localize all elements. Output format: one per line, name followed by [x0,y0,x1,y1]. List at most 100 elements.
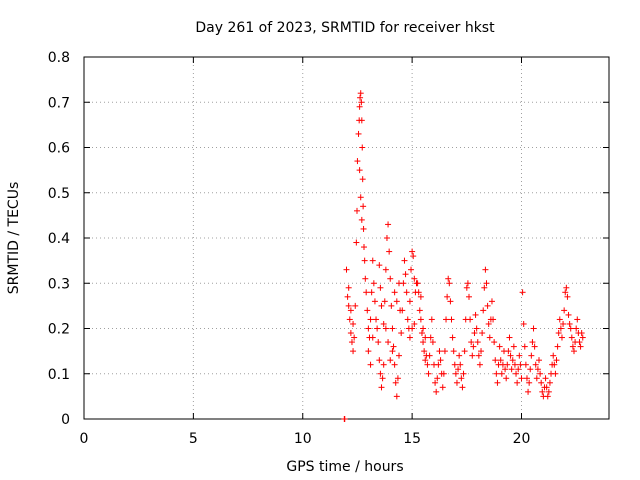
data-point [382,325,389,332]
data-point [505,348,512,355]
data-point [510,343,517,350]
data-point [553,357,560,364]
data-point [426,352,433,359]
y-tick-label: 0.3 [48,276,70,292]
data-point [354,207,360,214]
data-point [516,352,523,359]
data-point [554,343,561,350]
y-axis-title: SRMTID / TECUs [6,182,22,295]
data-point [443,316,450,323]
data-point [562,289,569,296]
plot-frame [83,56,610,420]
data-point [344,293,351,300]
x-tick-label: 20 [513,431,531,447]
data-point [444,293,451,300]
data-point [363,289,370,296]
data-point [458,375,465,382]
data-point [460,370,467,377]
data-point [437,357,444,364]
data-point [354,158,361,165]
data-point [532,361,539,368]
data-point [348,339,355,346]
data-point [425,370,432,377]
data-point [461,348,468,355]
data-point [449,334,456,341]
data-point [542,375,549,382]
data-point [364,307,371,314]
data-point [428,316,435,323]
data-point [526,379,533,386]
data-point [387,357,394,364]
data-point [370,280,377,287]
data-point [483,280,490,287]
data-point [358,216,365,223]
y-tick-label: 0.4 [48,231,70,247]
data-point [566,320,573,327]
chart-title: Day 261 of 2023, SRMTID for receiver hks… [195,20,495,36]
data-point [433,388,440,395]
data-point [422,357,429,364]
data-point [360,225,367,232]
y-tick-label: 0.7 [48,95,70,111]
data-point [564,293,571,300]
data-point [422,334,429,341]
data-point [424,361,431,368]
data-point [357,90,364,97]
data-point [511,361,518,368]
data-point [482,266,489,273]
data-point [396,352,402,359]
data-point [539,388,546,395]
data-point [440,370,447,377]
data-point [341,416,348,422]
y-tick-label: 0.6 [48,141,70,157]
data-point [394,375,401,382]
data-point [414,280,421,287]
data-point [410,253,417,260]
data-point [543,384,550,391]
data-point [481,284,488,291]
data-point [374,325,381,332]
data-point [451,361,458,368]
data-point [497,357,504,364]
data-point [365,348,372,355]
data-point [545,388,552,395]
data-point [467,316,474,323]
data-point [527,366,534,373]
data-point [484,302,491,309]
data-point [558,334,565,341]
data-point [515,366,522,373]
data-point [381,298,388,305]
data-point [435,361,442,368]
data-point [373,316,380,323]
data-point [359,176,366,183]
data-point [365,325,372,332]
data-point [574,316,581,323]
data-point [418,330,425,337]
data-point [409,248,416,255]
data-point [509,357,516,364]
data-point [393,393,400,400]
data-point [513,370,520,377]
data-point [388,302,395,309]
data-point [416,307,423,314]
data-point [474,339,481,346]
data-point [563,284,570,291]
data-point [369,334,376,341]
data-point [508,366,515,373]
data-point [534,366,541,373]
data-point [502,366,509,373]
data-point [347,307,354,314]
data-point [392,379,399,386]
data-point [538,379,545,386]
data-point [420,339,427,346]
data-point [463,284,470,291]
data-point [427,334,434,341]
data-point [464,280,471,287]
data-point [406,298,413,305]
data-point [480,307,487,314]
data-point [393,298,400,305]
data-point [578,330,585,337]
data-point [400,280,407,287]
data-point [469,352,476,359]
x-tick-label: 0 [80,431,89,447]
